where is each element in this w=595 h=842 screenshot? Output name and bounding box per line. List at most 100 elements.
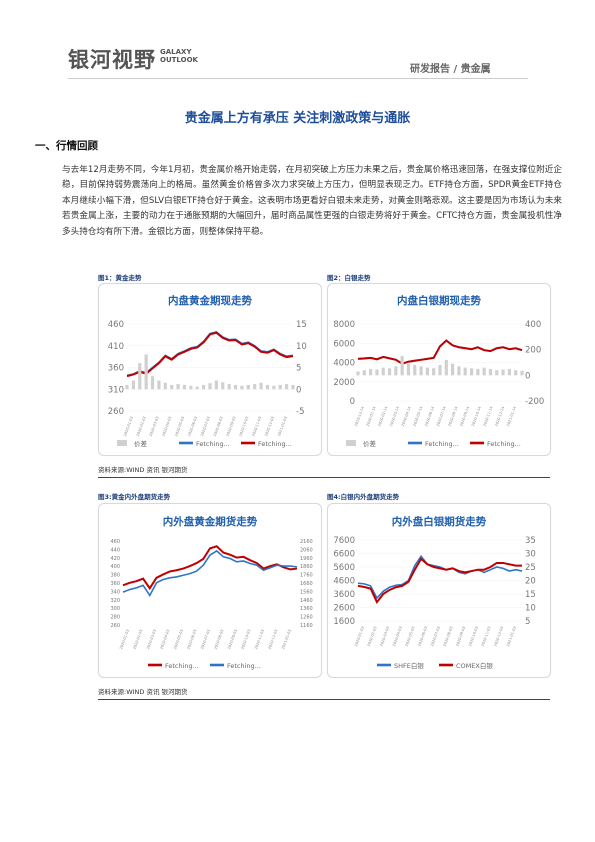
left-tick-label: 280	[110, 615, 120, 621]
left-tick-label: 2000	[333, 378, 355, 388]
x-tick-label: 2020-09-03	[455, 626, 466, 647]
legend-label: SHFE白银	[394, 661, 424, 670]
left-tick-label: 460	[110, 539, 120, 545]
left-tick-label: 260	[110, 623, 120, 629]
x-tick-label: 2020-06-03	[187, 629, 198, 650]
x-tick-label: 2020-09-14	[459, 405, 470, 427]
right-tick-label: -5	[296, 407, 304, 417]
x-tick-label: 2020-11-14	[483, 405, 494, 427]
right-tick-label: 0	[296, 385, 301, 395]
left-tick-label: 320	[110, 598, 120, 604]
left-tick-label: 7600	[333, 536, 355, 546]
left-tick-label: 5600	[333, 563, 355, 573]
x-tick-label: 2021-01-03	[281, 629, 292, 650]
left-tick-label: 420	[110, 556, 120, 562]
figure3-caption: 图3:黄金内外盘期货走势	[98, 493, 171, 501]
left-tick-label: 4000	[333, 359, 355, 369]
legend-swatch	[346, 440, 356, 446]
x-tick-label: 2021-01-03	[506, 626, 517, 647]
x-tick-label: 2020-07-03	[200, 416, 211, 437]
x-tick-label: 2020-06-03	[187, 416, 198, 437]
gold-spot-futures-chart: 内盘黄金期现走势 460 410 360 310 260 15 10 5 0 -5 2020-01-0…	[108, 294, 307, 448]
legend-swatch	[117, 440, 127, 446]
right-tick-label: 1260	[300, 615, 313, 621]
x-tick-label: 2020-03-03	[379, 626, 390, 647]
x-tick-label: 2020-04-03	[160, 629, 171, 650]
legend-label: 价差	[134, 439, 148, 448]
right-tick-label: 25	[525, 563, 536, 573]
section-heading: 一、行情回顾	[35, 140, 98, 152]
x-tick-label: 2020-08-03	[213, 416, 224, 437]
x-tick-label: 2020-07-03	[430, 626, 441, 647]
right-tick-label: 2060	[300, 547, 313, 553]
x-tick-label: 2020-01-03	[123, 416, 134, 437]
right-tick-label: 20	[525, 577, 536, 587]
left-tick-label: 360	[110, 581, 120, 587]
series-line	[122, 549, 298, 598]
series-line	[126, 331, 294, 378]
source-divider-2	[98, 699, 550, 700]
series-line	[357, 557, 522, 605]
right-tick-label: 1960	[300, 556, 313, 562]
legend-label: Fetching...	[165, 662, 199, 670]
x-tick-label: 2020-07-14	[436, 405, 447, 427]
x-tick-label: 2020-02-03	[136, 416, 147, 437]
chart-panel-2: 内盘白银期现走势 8000 6000 4000 2000 0 400 200 0 -200 2019…	[327, 283, 551, 456]
left-tick-label: 360	[108, 364, 124, 374]
x-tick-label: 2020-10-14	[471, 405, 482, 427]
x-tick-label: 2020-08-14	[448, 405, 459, 427]
left-tick-label: 0	[350, 397, 355, 407]
x-tick-label: 2020-08-03	[214, 629, 225, 650]
right-tick-label: 2160	[300, 539, 313, 545]
x-tick-label: 2020-10-03	[468, 626, 479, 647]
x-tick-label: 2020-04-14	[401, 405, 412, 427]
legend-label: Fetching...	[258, 440, 292, 448]
left-tick-label: 6000	[333, 339, 355, 349]
figure4-caption: 图4:白银内外盘期货走势	[327, 493, 400, 501]
left-tick-label: 410	[108, 342, 124, 352]
x-tick-label: 2020-07-03	[200, 629, 211, 650]
legend-label: Fetching...	[487, 440, 521, 448]
right-tick-label: -200	[525, 397, 544, 407]
left-tick-label: 300	[110, 606, 120, 612]
x-tick-label: 2020-04-03	[392, 626, 403, 647]
x-tick-label: 2020-03-03	[149, 416, 160, 437]
left-tick-label: 1600	[333, 617, 355, 627]
legend-label: COMEX白银	[456, 661, 493, 670]
right-tick-label: 15	[525, 590, 536, 600]
x-tick-label: 2020-05-14	[412, 405, 423, 427]
legend-label: Fetching...	[227, 662, 261, 670]
left-tick-label: 4600	[333, 577, 355, 587]
figure1-caption: 图1：黄金走势	[98, 274, 142, 282]
silver-domestic-foreign-chart: 内外盘白银期货走势 7600 6600 5600 4600 3600 2600 1600 35 3…	[333, 515, 536, 670]
series-line	[357, 339, 523, 365]
chart-title: 内外盘白银期货走势	[392, 515, 487, 528]
chart-panel-1: 内盘黄金期现走势 460 410 360 310 260 15 10 5 0 -5 2020-01-0…	[98, 283, 322, 456]
logo-en-line1: GALAXY	[160, 48, 192, 56]
chart-panel-4: 内外盘白银期货走势 7600 6600 5600 4600 3600 2600 1600 35 3…	[327, 503, 551, 678]
x-tick-label: 2020-12-03	[264, 416, 275, 437]
x-tick-label: 2020-02-03	[133, 629, 144, 650]
x-tick-label: 2020-06-03	[417, 626, 428, 647]
report-title: 贵金属上方有承压 关注刺激政策与通胀	[184, 111, 411, 126]
right-tick-label: 10	[525, 604, 536, 614]
left-tick-label: 460	[108, 320, 124, 330]
right-tick-label: 1660	[300, 581, 313, 587]
x-tick-label: 2020-02-03	[367, 626, 378, 647]
x-tick-label: 2020-05-03	[173, 629, 184, 650]
x-tick-label: 2019-12-14	[354, 405, 365, 427]
right-tick-label: 15	[296, 320, 307, 330]
right-tick-label: 10	[296, 342, 307, 352]
series-line	[357, 554, 523, 600]
logo-english: GALAXY OUTLOOK	[160, 48, 198, 64]
x-tick-label: 2020-01-14	[366, 405, 377, 427]
x-tick-label: 2020-12-03	[493, 626, 504, 647]
right-tick-label: 0	[525, 371, 530, 381]
chart-title: 内盘白银期现走势	[397, 294, 481, 307]
x-tick-label: 2020-11-03	[251, 416, 262, 437]
right-tick-label: 1160	[300, 623, 313, 629]
x-tick-label: 2020-11-03	[254, 629, 265, 650]
x-tick-label: 2020-01-03	[354, 626, 365, 647]
x-tick-label: 2020-11-03	[481, 626, 492, 647]
x-tick-label: 2020-06-14	[424, 405, 435, 427]
